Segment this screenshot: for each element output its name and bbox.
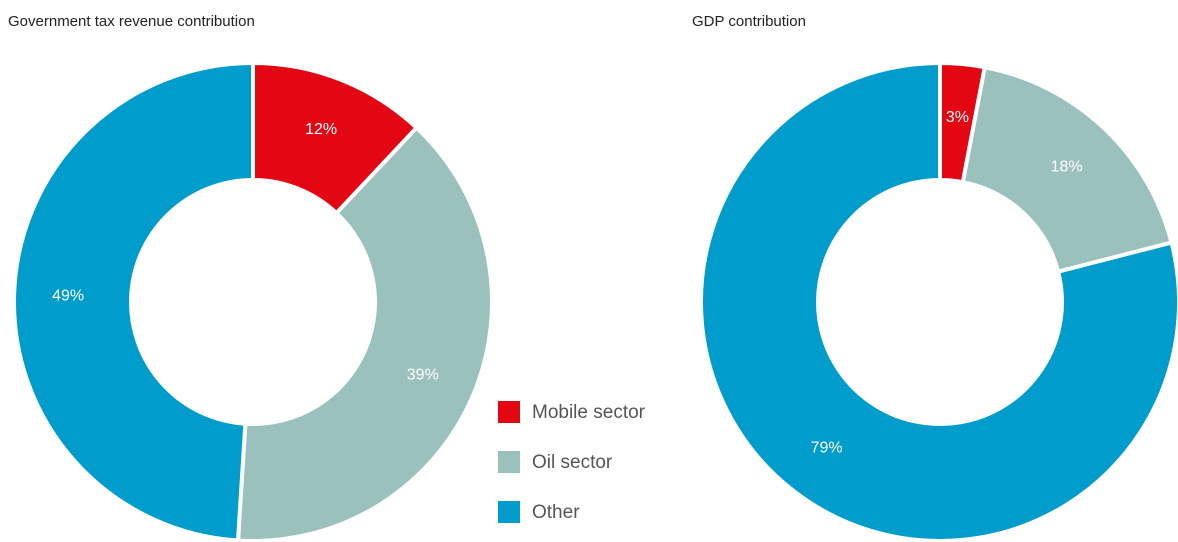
slice	[699, 60, 1178, 542]
value-label: 18%	[1051, 158, 1083, 175]
slice	[12, 60, 255, 542]
legend-label: Mobile sector	[532, 402, 646, 423]
slice	[235, 124, 494, 542]
legend-swatch	[498, 451, 520, 473]
chart-title: GDP contribution	[692, 13, 806, 30]
value-label: 39%	[407, 367, 439, 384]
value-label: 79%	[811, 439, 843, 456]
legend-swatch	[498, 401, 520, 423]
value-label: 49%	[52, 287, 84, 304]
slice	[960, 64, 1174, 275]
chart-title: Government tax revenue contribution	[8, 13, 255, 30]
legend-swatch	[498, 501, 520, 523]
value-label: 12%	[305, 121, 337, 138]
legend-label: Other	[532, 502, 580, 523]
legend-label: Oil sector	[532, 452, 613, 473]
value-label: 3%	[946, 109, 969, 126]
